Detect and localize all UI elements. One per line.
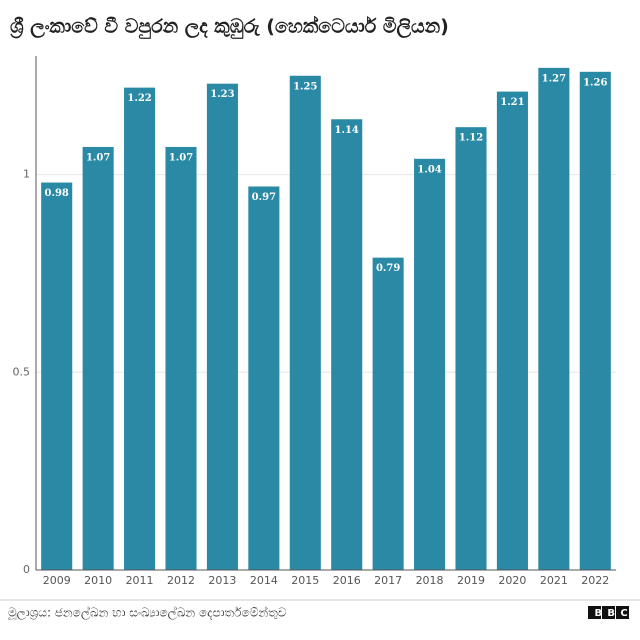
bar <box>206 83 238 570</box>
x-tick-label: 2021 <box>540 574 568 587</box>
value-label: 1.07 <box>169 152 193 163</box>
x-tick-label: 2017 <box>374 574 402 587</box>
value-label: 1.12 <box>459 133 483 144</box>
y-tick-label: 1 <box>23 168 30 181</box>
value-label: 1.27 <box>542 73 566 84</box>
x-tick-label: 2014 <box>250 574 278 587</box>
x-tick-label: 2015 <box>291 574 319 587</box>
bar <box>82 146 114 570</box>
x-tick-label: 2013 <box>208 574 236 587</box>
bar <box>124 87 156 570</box>
bar <box>372 257 404 570</box>
bar <box>41 182 73 570</box>
x-tick-label: 2012 <box>167 574 195 587</box>
logo: BBC <box>588 606 633 619</box>
x-tick-label: 2020 <box>498 574 526 587</box>
x-tick-label: 2016 <box>333 574 361 587</box>
value-label: 1.14 <box>335 125 359 136</box>
bar <box>496 91 528 570</box>
bar <box>455 127 487 571</box>
bar <box>579 71 611 571</box>
x-tick-label: 2018 <box>416 574 444 587</box>
bar <box>289 75 321 571</box>
value-label: 1.23 <box>210 89 234 100</box>
value-label: 0.97 <box>252 192 276 203</box>
bar <box>165 146 197 570</box>
x-tick-label: 2011 <box>126 574 154 587</box>
y-tick-label: 0.5 <box>13 365 31 378</box>
value-label: 1.04 <box>417 164 441 175</box>
value-label: 1.21 <box>500 97 524 108</box>
x-tick-label: 2009 <box>43 574 71 587</box>
bar <box>538 67 570 570</box>
source: මූලාශ්‍රය: ජනලේඛන හා සංඛ්‍යාලේඛන දෙපාර්ත… <box>8 605 287 620</box>
value-label: 0.79 <box>376 263 400 274</box>
x-tick-label: 2019 <box>457 574 485 587</box>
value-label: 1.07 <box>86 152 110 163</box>
logo-text: BBC <box>595 608 633 619</box>
x-tick-label: 2010 <box>84 574 112 587</box>
chart-title: ශ්‍රී ලංකාවේ වී වපුරන ලද කුඹුරු (හෙක්ටෙය… <box>10 15 449 40</box>
value-label: 1.25 <box>293 81 317 92</box>
y-tick-label: 0 <box>23 563 30 576</box>
value-label: 0.98 <box>45 188 69 199</box>
bar <box>248 186 280 570</box>
x-tick-label: 2022 <box>581 574 609 587</box>
bar <box>414 158 446 571</box>
bar <box>331 119 363 570</box>
value-label: 1.22 <box>127 93 151 104</box>
value-label: 1.26 <box>583 77 607 88</box>
